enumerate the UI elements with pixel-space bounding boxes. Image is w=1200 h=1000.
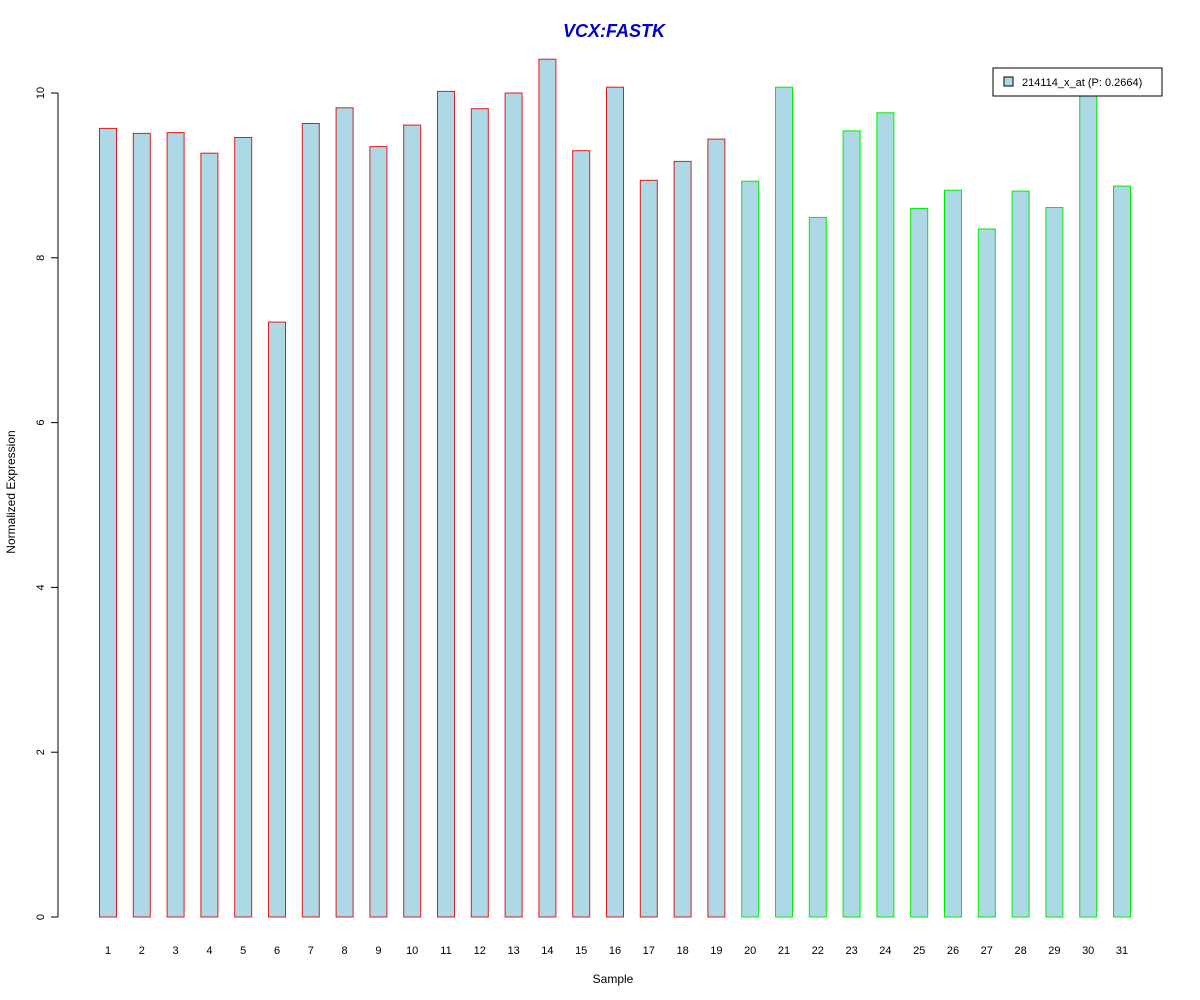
x-tick-label: 22 <box>812 945 824 957</box>
x-tick-label: 18 <box>676 945 688 957</box>
x-axis-labels: 1 2 3 4 5 6 7 8 9 10 11 12 13 14 15 16 17 18 19 20 21 22 23 24 2… <box>105 945 1128 957</box>
bar-sample-2 <box>132 132 151 918</box>
x-tick-label: 24 <box>879 945 891 957</box>
x-tick-label: 17 <box>643 945 655 957</box>
bar-sample-17 <box>639 179 658 918</box>
x-tick-label: 11 <box>440 945 451 957</box>
bar-sample-25 <box>910 207 929 918</box>
y-axis: 0 2 4 6 8 10 <box>35 87 59 920</box>
x-tick-label: 26 <box>947 945 959 957</box>
x-tick-label: 9 <box>375 945 381 957</box>
y-axis-title: Normalized Expression <box>4 430 18 553</box>
bar-sample-26 <box>944 189 962 918</box>
bar-sample-24 <box>876 112 895 918</box>
bar-sample-6 <box>268 321 286 918</box>
bar-sample-10 <box>403 124 422 918</box>
x-tick-label: 20 <box>744 945 756 957</box>
legend-label: 214114_x_at (P: 0.2664) <box>1022 77 1142 89</box>
y-tick-label: 6 <box>35 420 47 426</box>
bar-sample-23 <box>842 130 861 918</box>
x-tick-label: 25 <box>913 945 925 957</box>
x-tick-label: 13 <box>507 945 519 957</box>
bar-sample-9 <box>369 146 388 918</box>
bar-sample-28 <box>1011 190 1030 918</box>
legend-box <box>992 67 1163 97</box>
bar-sample-30 <box>1079 94 1098 918</box>
x-tick-label: 8 <box>342 945 348 957</box>
x-tick-label: 12 <box>474 945 486 957</box>
bar-sample-22 <box>808 216 827 918</box>
x-tick-label: 23 <box>845 945 857 957</box>
bar-sample-5 <box>234 137 253 918</box>
y-tick-label: 4 <box>35 584 47 590</box>
x-tick-label: 6 <box>274 945 280 957</box>
x-tick-label: 5 <box>240 945 246 957</box>
bar-sample-11 <box>437 90 455 918</box>
bar-sample-15 <box>572 150 591 918</box>
x-tick-label: 1 <box>105 945 111 957</box>
bar-sample-7 <box>301 123 320 918</box>
x-tick-label: 27 <box>981 945 993 957</box>
x-tick-label: 30 <box>1082 945 1094 957</box>
legend: 214114_x_at (P: 0.2664) <box>992 67 1163 97</box>
y-tick-label: 2 <box>35 749 47 755</box>
bar-sample-16 <box>606 86 624 918</box>
x-tick-label: 3 <box>173 945 179 957</box>
bar-sample-3 <box>166 132 185 918</box>
bar-sample-18 <box>673 160 692 918</box>
x-tick-label: 14 <box>541 945 553 957</box>
bar-sample-4 <box>200 152 219 918</box>
x-tick-label: 16 <box>609 945 621 957</box>
bar-sample-27 <box>977 228 996 918</box>
x-tick-label: 31 <box>1116 945 1128 957</box>
x-tick-label: 4 <box>206 945 212 957</box>
x-tick-label: 28 <box>1014 945 1026 957</box>
x-tick-label: 19 <box>710 945 722 957</box>
bar-sample-14 <box>538 58 557 918</box>
bar-sample-1 <box>99 127 117 918</box>
x-tick-label: 7 <box>308 945 314 957</box>
x-tick-label: 2 <box>139 945 145 957</box>
bar-sample-8 <box>335 107 354 918</box>
bar-sample-31 <box>1113 185 1131 918</box>
bar-sample-29 <box>1045 207 1064 918</box>
bar-sample-21 <box>775 86 793 918</box>
y-tick-label: 8 <box>35 255 47 261</box>
bar-sample-19 <box>707 138 726 918</box>
y-tick-label: 10 <box>35 87 47 99</box>
x-tick-label: 21 <box>778 945 790 957</box>
bar-sample-12 <box>470 108 489 918</box>
bars-layer <box>99 58 1131 918</box>
bar-sample-20 <box>741 180 760 918</box>
chart-title: VCX:FASTK <box>563 21 667 41</box>
y-tick-label: 0 <box>35 914 47 920</box>
legend-swatch <box>1003 76 1014 87</box>
x-tick-label: 29 <box>1048 945 1060 957</box>
x-axis-title: Sample <box>593 972 634 986</box>
x-tick-label: 15 <box>575 945 587 957</box>
bar-sample-13 <box>504 92 523 918</box>
x-tick-label: 10 <box>406 945 418 957</box>
